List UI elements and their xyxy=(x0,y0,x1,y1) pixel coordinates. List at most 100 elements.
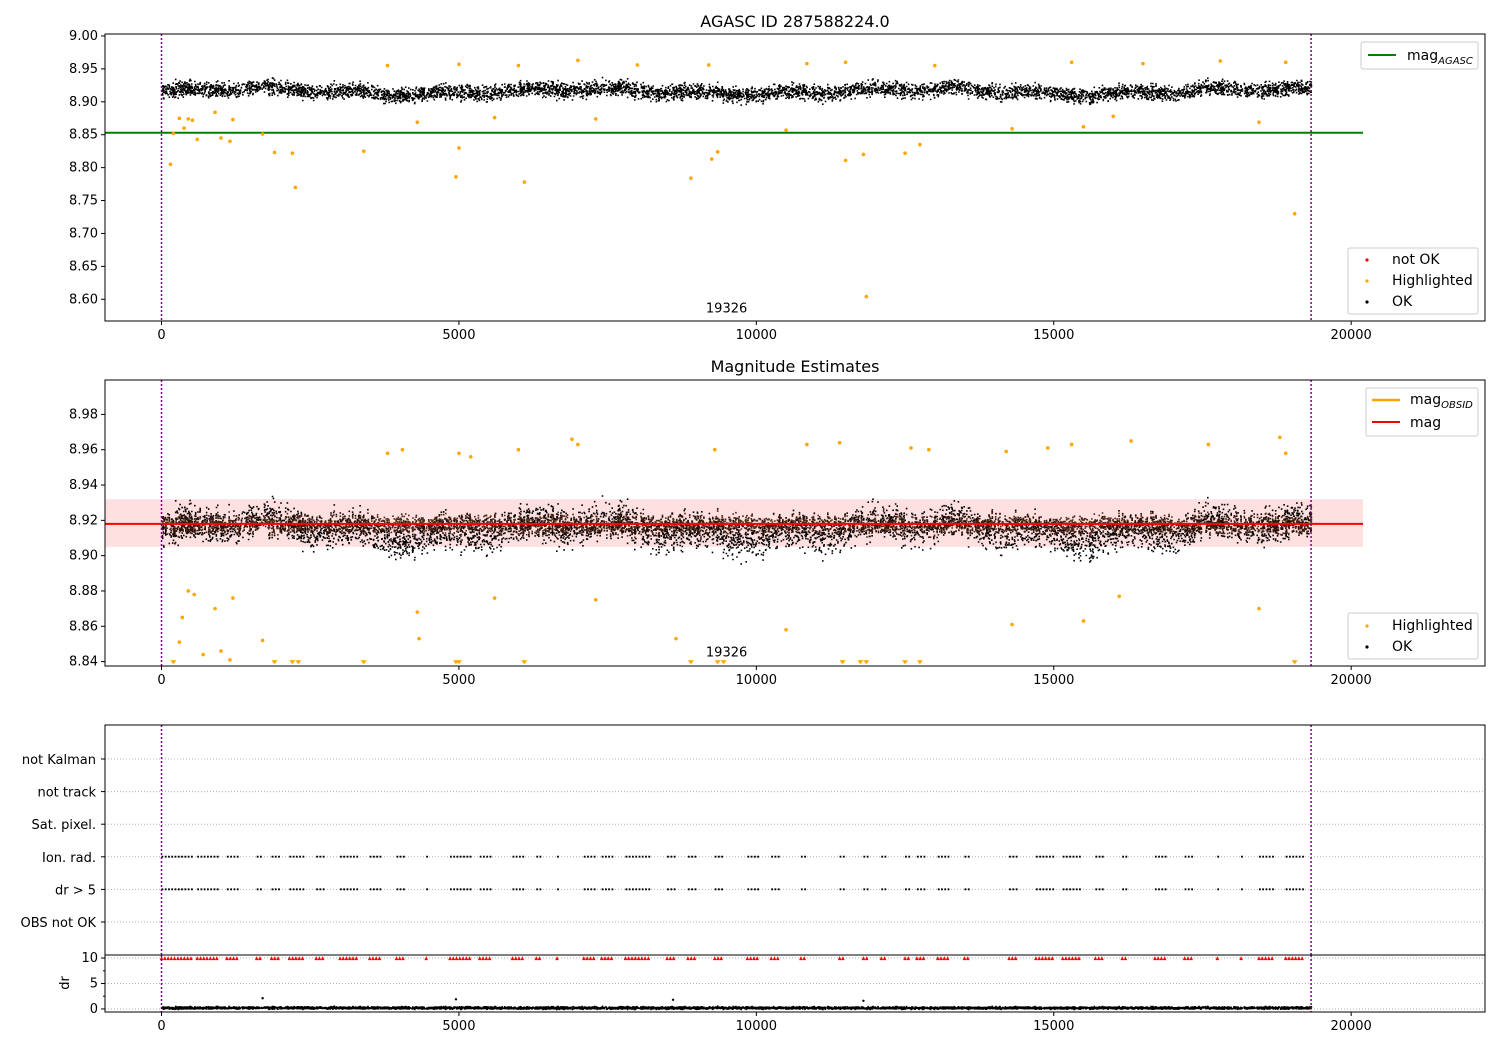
clipped-marker xyxy=(902,660,909,665)
p4-xtick-label: 15000 xyxy=(1033,1019,1074,1034)
highlighted-point xyxy=(180,615,185,620)
clipped-marker xyxy=(271,660,278,665)
clipped-marker xyxy=(839,660,846,665)
panel-2-frame xyxy=(104,379,1486,667)
highlighted-point xyxy=(1257,606,1261,611)
highlighted-point xyxy=(1010,126,1014,131)
highlighted-point xyxy=(454,175,458,179)
legend-mag: mag xyxy=(1410,415,1441,431)
highlighted-point xyxy=(228,139,232,144)
highlighted-point xyxy=(492,115,497,120)
flag-ytick-label: dr > 5 xyxy=(55,883,96,898)
p4-xtick-label: 0 xyxy=(157,1019,165,1034)
highlighted-point xyxy=(469,454,473,459)
highlighted-point xyxy=(219,136,223,140)
highlighted-point xyxy=(260,638,265,643)
highlighted-point xyxy=(784,628,788,632)
dr-outlier xyxy=(862,999,865,1003)
highlighted-point xyxy=(576,58,580,63)
panel-1-title: AGASC ID 287588224.0 xyxy=(700,12,889,31)
p2-ytick-label: 8.88 xyxy=(69,584,98,599)
highlighted-point xyxy=(837,440,842,445)
p1-xtick-label: 0 xyxy=(157,328,165,343)
highlighted-point xyxy=(1081,125,1086,129)
clipped-marker xyxy=(1291,660,1298,665)
p4-xtick-label: 20000 xyxy=(1330,1019,1371,1034)
p2-xtick-label: 5000 xyxy=(442,673,475,688)
clipped-marker xyxy=(714,660,721,665)
highlighted-point xyxy=(168,162,173,167)
flag-ytick-label: Sat. pixel. xyxy=(32,818,96,833)
highlighted-point xyxy=(1004,449,1008,454)
highlighted-point xyxy=(293,185,298,190)
highlighted-point xyxy=(231,117,235,122)
p1-ytick-label: 8.70 xyxy=(69,226,98,241)
highlighted-point xyxy=(1141,61,1145,66)
highlighted-point xyxy=(712,447,717,452)
p1-ytick-label: 8.60 xyxy=(69,292,98,307)
highlighted-point xyxy=(1283,60,1288,65)
highlighted-point xyxy=(186,589,191,593)
highlighted-point xyxy=(400,447,405,452)
highlighted-point xyxy=(492,596,497,600)
highlighted-point xyxy=(457,146,461,150)
p1-ytick-label: 9.00 xyxy=(69,29,98,44)
highlighted-point xyxy=(260,132,265,136)
highlighted-point xyxy=(1129,439,1133,443)
p1-xtick-label: 10000 xyxy=(736,328,777,343)
flag-points xyxy=(161,888,1304,891)
highlighted-point xyxy=(864,294,869,299)
legend-ok: OK xyxy=(1392,294,1413,310)
highlighted-point xyxy=(1206,442,1211,447)
highlighted-point xyxy=(570,437,574,441)
p1-xtick-label: 5000 xyxy=(442,328,475,343)
clipped-marker xyxy=(687,660,694,665)
legend-not-ok: not OK xyxy=(1392,252,1440,268)
highlighted-point xyxy=(201,652,205,657)
highlighted-point xyxy=(219,649,223,653)
ok-points xyxy=(161,76,1313,106)
flag-ytick-label: Ion. rad. xyxy=(42,851,96,866)
highlighted-point xyxy=(415,120,420,125)
highlighted-point xyxy=(1292,211,1297,216)
highlighted-point xyxy=(593,117,598,121)
highlighted-point xyxy=(231,596,235,600)
highlighted-point xyxy=(1111,114,1116,119)
highlighted-point xyxy=(228,658,232,662)
clipped-marker xyxy=(289,660,296,665)
p2-ytick-label: 8.86 xyxy=(69,619,98,634)
highlighted-point xyxy=(715,150,720,154)
highlighted-point xyxy=(1218,59,1223,63)
highlighted-point xyxy=(706,63,711,67)
magnitude-estimates-panel: Magnitude Estimates 19326 0 5000 10000 1500… xyxy=(69,357,1486,688)
p4-ytick-label: 10 xyxy=(81,951,98,966)
p2-ytick-label: 8.96 xyxy=(69,443,98,458)
highlighted-point xyxy=(272,150,277,155)
annotation-label: 19326 xyxy=(706,301,747,316)
panel-2-legend-top: magOBSID mag xyxy=(1365,387,1479,437)
legend-highlighted-2: Highlighted xyxy=(1392,618,1473,634)
highlighted-point xyxy=(1257,120,1261,125)
highlighted-point xyxy=(385,451,390,456)
highlighted-point xyxy=(909,446,913,450)
clipped-marker xyxy=(455,660,462,665)
highlighted-point xyxy=(1081,619,1086,623)
panel-2-legend-bottom: Highlighted OK xyxy=(1347,612,1479,660)
p4-ytick-label: 5 xyxy=(90,977,98,992)
highlighted-point xyxy=(385,63,390,68)
highlighted-point xyxy=(177,116,182,121)
dr-outlier xyxy=(454,998,458,1001)
legend-ok-2: OK xyxy=(1392,639,1413,655)
highlighted-point xyxy=(689,176,693,180)
panel-1-legend-top: magAGASC xyxy=(1360,41,1479,70)
highlighted-point xyxy=(516,447,521,452)
p1-ytick-label: 8.65 xyxy=(69,259,98,274)
clipped-marker xyxy=(720,660,727,665)
flags-panel: OBS not OK dr > 5 Ion. rad. Sat. pixel. not … xyxy=(21,724,1486,956)
p4-xtick-label: 10000 xyxy=(736,1019,777,1034)
p2-ytick-label: 8.84 xyxy=(69,655,98,670)
clipped-marker xyxy=(521,660,528,665)
dr-clipped-markers xyxy=(159,956,1304,961)
highlighted-point xyxy=(784,128,788,132)
highlighted-point xyxy=(1117,594,1121,599)
